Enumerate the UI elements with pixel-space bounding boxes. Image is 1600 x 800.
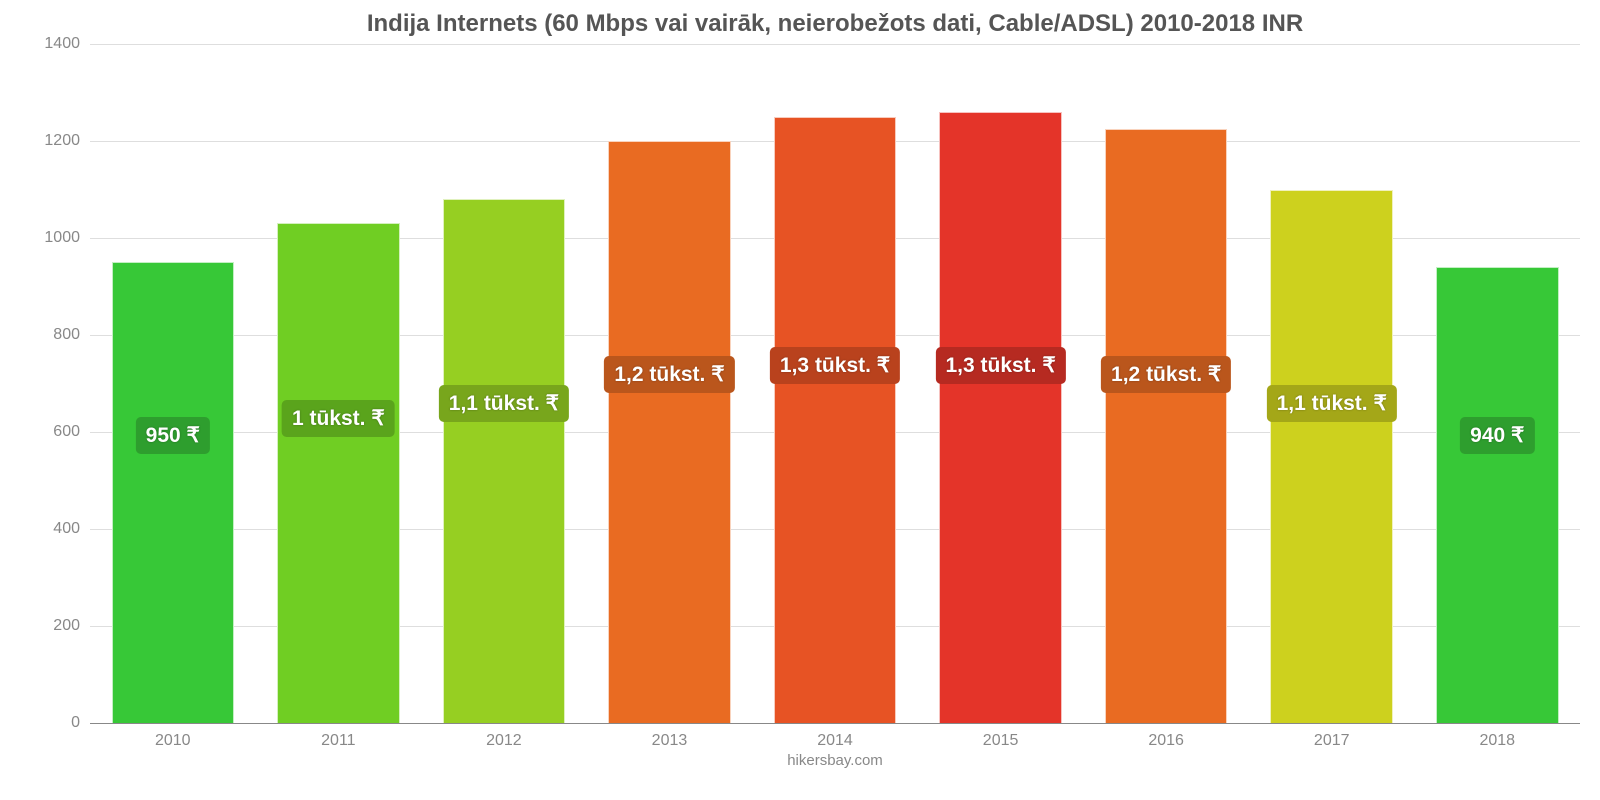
bar [608, 141, 731, 723]
x-tick-label: 2016 [1083, 732, 1249, 750]
x-tick-label: 2014 [752, 732, 918, 750]
bar [112, 262, 235, 723]
value-badge: 940 ₹ [1460, 417, 1534, 454]
bar-slot: 1,1 tūkst. ₹ [421, 44, 587, 723]
attribution-text: hikersbay.com [90, 752, 1580, 769]
bar-slot: 1,1 tūkst. ₹ [1249, 44, 1415, 723]
y-tick-label: 600 [53, 423, 90, 441]
value-badge: 1,1 tūkst. ₹ [439, 385, 569, 422]
value-badge: 1,3 tūkst. ₹ [770, 347, 900, 384]
bars-container: 950 ₹ 1 tūkst. ₹ 1,1 tūkst. ₹ 1,2 tūkst. ₹ 1… [90, 44, 1580, 723]
bar [277, 223, 400, 723]
bar [774, 117, 897, 723]
bar-chart: Indija Internets (60 Mbps vai vairāk, ne… [0, 0, 1600, 800]
plot-area: 0200400600800100012001400 950 ₹1 tūkst. … [90, 44, 1580, 724]
value-badge: 1,2 tūkst. ₹ [1101, 356, 1231, 393]
x-tick-label: 2017 [1249, 732, 1415, 750]
bar [443, 199, 566, 723]
y-tick-label: 1400 [44, 35, 90, 53]
y-tick-label: 200 [53, 617, 90, 635]
value-badge: 1,1 tūkst. ₹ [1267, 385, 1397, 422]
bar [1105, 129, 1228, 723]
x-tick-label: 2012 [421, 732, 587, 750]
bar-slot: 1,2 tūkst. ₹ [587, 44, 753, 723]
x-tick-label: 2018 [1415, 732, 1581, 750]
x-tick-label: 2011 [256, 732, 422, 750]
bar [1436, 267, 1559, 723]
value-badge: 1,3 tūkst. ₹ [935, 347, 1065, 384]
bar [1270, 190, 1393, 724]
y-tick-label: 800 [53, 326, 90, 344]
bar-slot: 940 ₹ [1415, 44, 1581, 723]
y-tick-label: 1000 [44, 229, 90, 247]
bar-slot: 1,3 tūkst. ₹ [918, 44, 1084, 723]
bar [939, 112, 1062, 723]
chart-title: Indija Internets (60 Mbps vai vairāk, ne… [90, 10, 1580, 38]
x-tick-label: 2013 [587, 732, 753, 750]
y-tick-label: 0 [71, 714, 90, 732]
gridline [90, 723, 1580, 724]
x-tick-label: 2015 [918, 732, 1084, 750]
bar-slot: 950 ₹ [90, 44, 256, 723]
y-tick-label: 400 [53, 520, 90, 538]
value-badge: 950 ₹ [136, 417, 210, 454]
y-tick-label: 1200 [44, 132, 90, 150]
bar-slot: 1,2 tūkst. ₹ [1083, 44, 1249, 723]
x-tick-label: 2010 [90, 732, 256, 750]
bar-slot: 1,3 tūkst. ₹ [752, 44, 918, 723]
value-badge: 1,2 tūkst. ₹ [604, 356, 734, 393]
value-badge: 1 tūkst. ₹ [282, 400, 395, 437]
bar-slot: 1 tūkst. ₹ [256, 44, 422, 723]
x-axis: 201020112012201320142015201620172018 [90, 724, 1580, 750]
